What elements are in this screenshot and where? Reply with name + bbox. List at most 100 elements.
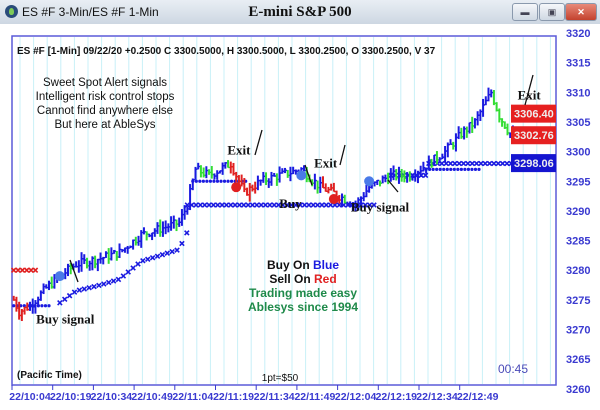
stop-marker <box>482 160 489 167</box>
trail-dot <box>431 167 435 171</box>
chart-title: E-mini S&P 500 <box>248 4 352 20</box>
stop-marker <box>491 160 497 167</box>
stop-marker <box>495 160 502 167</box>
signal-label: Exit <box>227 143 251 158</box>
trail-stop-marker <box>179 240 185 247</box>
promo-text: But here at AbleSys <box>54 119 155 131</box>
stop-marker <box>10 267 17 273</box>
stop-marker <box>232 202 238 208</box>
x-tick-label: 22/12:34 <box>416 391 458 403</box>
buy-on-text: Buy On <box>267 258 313 272</box>
trail-dot <box>47 304 51 308</box>
stop-marker <box>314 202 321 208</box>
stop-marker <box>478 160 484 167</box>
trail-stop-marker <box>61 296 68 303</box>
stop-marker <box>28 267 34 273</box>
x-tick-label: 22/11:49 <box>294 391 335 403</box>
signal-label: Buy <box>279 196 302 211</box>
trail-stop-marker <box>130 265 136 271</box>
trail-dot <box>477 167 481 171</box>
trail-stop-marker <box>66 292 73 299</box>
x-tick-label: 22/12:19 <box>376 391 418 403</box>
bar-countdown: 00:45 <box>498 362 528 376</box>
promo-text: Cannot find anywhere else <box>37 105 173 117</box>
price-label-box <box>511 104 556 123</box>
trail-dot <box>438 167 442 171</box>
minimize-button[interactable]: ▬ <box>512 3 538 21</box>
y-tick-label: 3315 <box>566 58 590 70</box>
trail-stop-marker <box>135 261 141 267</box>
trail-dot <box>43 304 48 308</box>
stop-marker <box>465 160 471 167</box>
trail-stop-marker <box>71 289 78 295</box>
plot-area <box>11 35 557 386</box>
trail-stop-marker <box>57 300 63 306</box>
stop-marker <box>184 202 191 208</box>
stop-marker <box>422 172 429 179</box>
stop-marker <box>258 202 264 208</box>
trail-dot <box>219 179 223 183</box>
stop-marker <box>288 202 295 208</box>
app-logo-icon <box>5 5 18 18</box>
trail-dot <box>473 167 478 171</box>
buy-on-blue: Buy On Blue <box>267 258 339 272</box>
x-tick-label: 22/11:19 <box>213 391 254 403</box>
trail-stop-marker <box>81 286 88 292</box>
trail-dot <box>442 167 446 171</box>
stop-marker <box>297 202 303 208</box>
stop-marker <box>249 202 256 208</box>
stop-marker <box>447 160 454 167</box>
maximize-button[interactable]: ▣ <box>539 3 565 21</box>
trail-dot <box>459 167 463 171</box>
exit-signal-dot <box>328 194 339 205</box>
price-label: 3302.76 <box>514 130 554 142</box>
stop-marker <box>456 160 462 167</box>
close-button[interactable]: ✕ <box>565 3 597 21</box>
stop-marker <box>486 160 493 167</box>
sell-on-red: Sell On Red <box>269 272 336 286</box>
title-bar: ES #F 3-Min/ES #F 1-Min E-mini S&P 500 ▬… <box>0 0 600 24</box>
trail-stop-marker <box>105 279 112 286</box>
trail-dot <box>222 179 227 183</box>
y-tick-label: 3275 <box>566 295 590 307</box>
x-tick-label: 22/10:34 <box>91 391 133 403</box>
stop-marker <box>254 202 260 208</box>
trail-dot <box>456 167 460 171</box>
pointer-arrow <box>254 129 263 156</box>
trail-dot <box>445 167 449 171</box>
stop-marker <box>210 202 217 208</box>
stop-marker <box>201 202 208 208</box>
trail-dot <box>466 167 471 171</box>
trail-dot <box>205 179 209 183</box>
stop-marker <box>366 202 373 208</box>
price-chart[interactable]: ES #F [1-Min] 09/22/20 +0.2500 C 3300.50… <box>0 24 600 410</box>
trail-dot <box>198 179 202 183</box>
stop-marker <box>310 202 317 208</box>
trail-stop-marker <box>91 283 97 290</box>
stop-marker <box>293 202 299 208</box>
stop-marker <box>223 202 230 208</box>
signal-label: Buy signal <box>351 199 410 214</box>
trail-stop-marker <box>76 287 83 293</box>
stop-marker <box>336 202 343 208</box>
trail-stop-marker <box>125 269 131 275</box>
y-tick-label: 3295 <box>566 176 590 188</box>
trail-stop-marker <box>110 278 117 284</box>
stop-marker <box>214 202 221 208</box>
buy-signal-dot <box>54 271 65 282</box>
stop-marker <box>275 202 282 208</box>
price-label: 3298.06 <box>514 158 554 170</box>
stop-marker <box>193 202 199 208</box>
price-label-box <box>511 154 556 173</box>
y-tick-label: 3260 <box>566 384 590 396</box>
x-tick-label: 22/11:04 <box>172 391 213 403</box>
point-value-label: 1pt=$50 <box>262 373 299 384</box>
trail-stop-marker <box>86 285 92 291</box>
stop-marker <box>371 202 377 208</box>
trail-stop-marker <box>101 281 107 287</box>
trail-stop-marker <box>140 258 146 264</box>
stop-marker <box>236 202 243 208</box>
window-title: ES #F 3-Min/ES #F 1-Min <box>22 5 159 19</box>
pointer-arrow <box>69 259 79 283</box>
